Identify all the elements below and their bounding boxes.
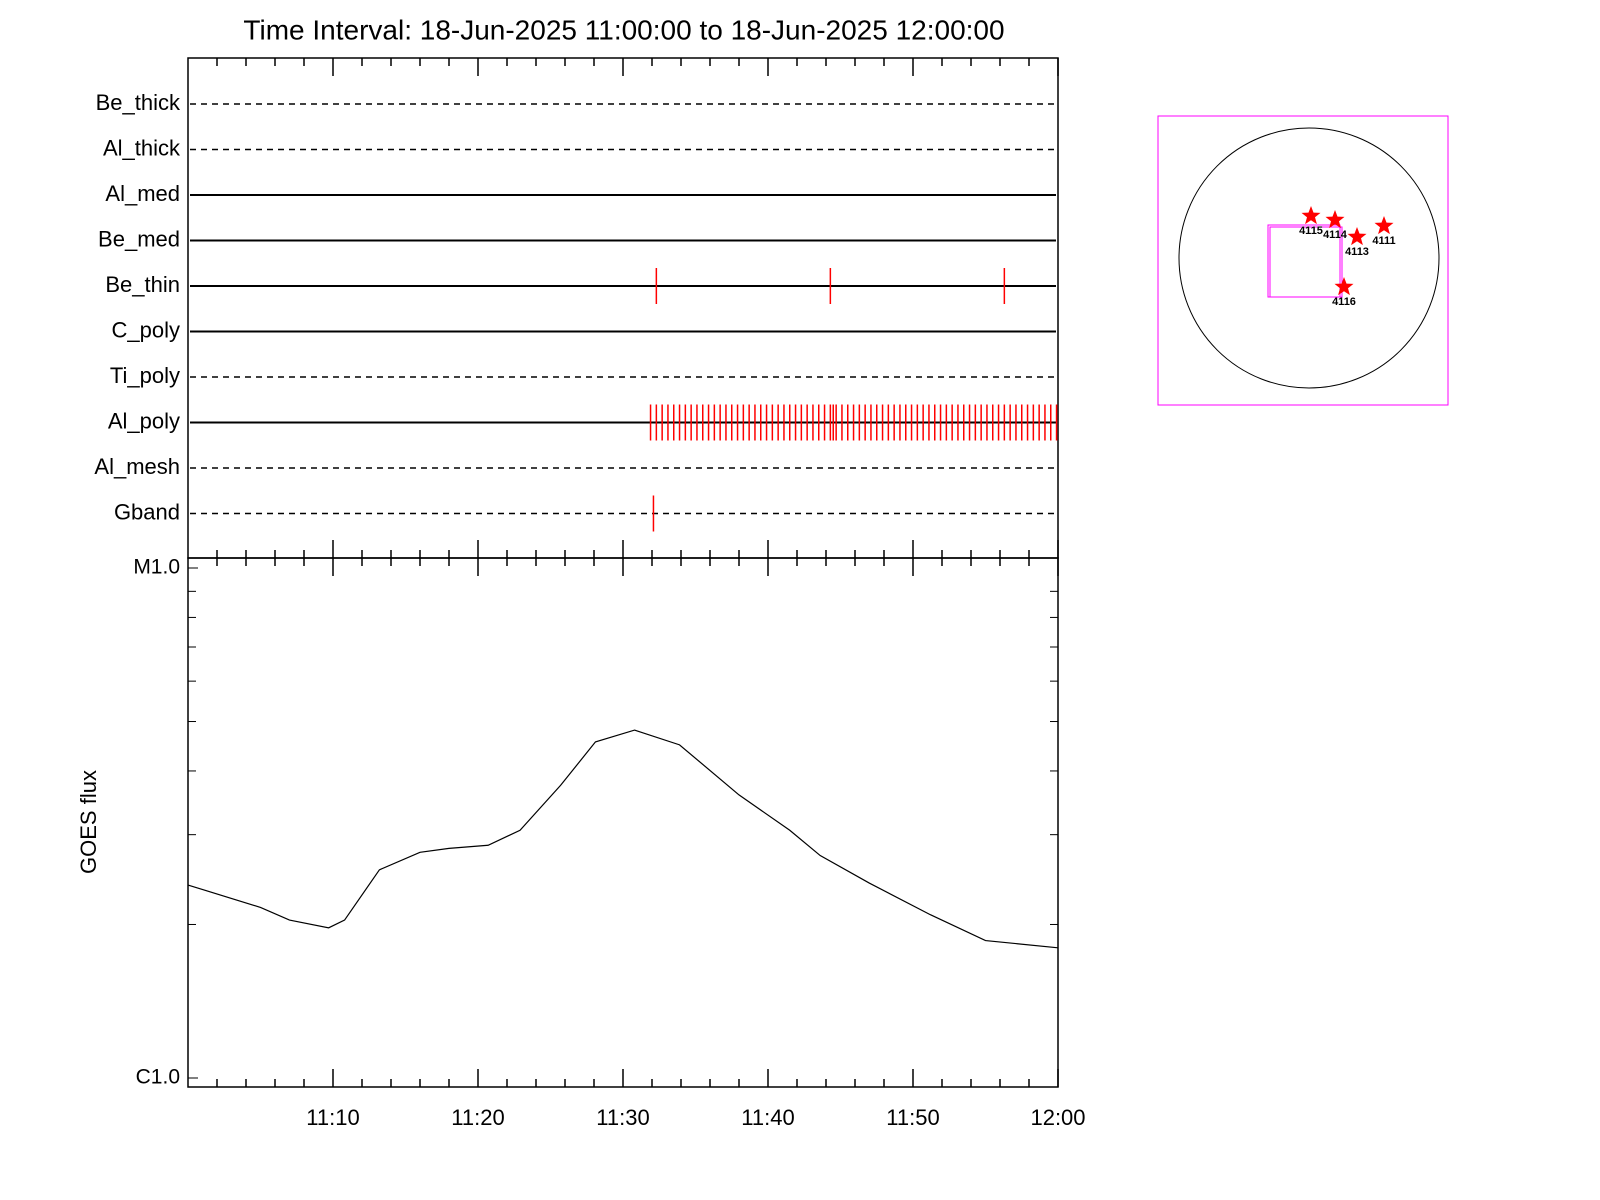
x-tick-label: 11:30 [596, 1105, 649, 1130]
region-marker [1325, 210, 1345, 229]
region-marker [1334, 277, 1354, 296]
region-label: 4114 [1323, 229, 1348, 241]
region-marker [1374, 216, 1394, 235]
sun-disk [1178, 127, 1440, 389]
region-label: 4113 [1345, 246, 1369, 258]
x-tick-label: 11:20 [451, 1105, 504, 1130]
row-label: Be_med [98, 226, 180, 251]
row-label: Be_thin [105, 272, 180, 297]
x-tick-label: 11:40 [741, 1105, 794, 1130]
y-tick-label: M1.0 [133, 556, 180, 579]
region-label: 4116 [1332, 296, 1356, 308]
map-frame [1157, 115, 1449, 406]
row-label: Al_poly [108, 408, 180, 433]
y-axis-label: GOES flux [76, 770, 101, 874]
fov-box [1269, 226, 1343, 298]
region-marker [1301, 206, 1321, 225]
region-marker [1347, 227, 1367, 246]
region-label: 4111 [1372, 235, 1395, 247]
row-label: Be_thick [96, 90, 181, 115]
row-label: Ti_poly [110, 363, 180, 388]
chart-title: Time Interval: 18-Jun-2025 11:00:00 to 1… [243, 14, 1004, 45]
row-label: Al_mesh [94, 454, 180, 479]
x-tick-label: 12:00 [1030, 1105, 1085, 1130]
goes-line [187, 729, 1059, 949]
timeline-frame [187, 57, 1059, 559]
row-label: Gband [114, 499, 180, 524]
goes-frame [187, 557, 1059, 1088]
region-label: 4115 [1299, 225, 1323, 237]
row-label: Al_thick [103, 135, 181, 160]
x-tick-label: 11:50 [886, 1105, 939, 1130]
row-label: C_poly [112, 317, 180, 342]
x-tick-label: 11:10 [306, 1105, 359, 1130]
row-label: Al_med [105, 181, 180, 206]
y-tick-label: C1.0 [136, 1066, 180, 1089]
